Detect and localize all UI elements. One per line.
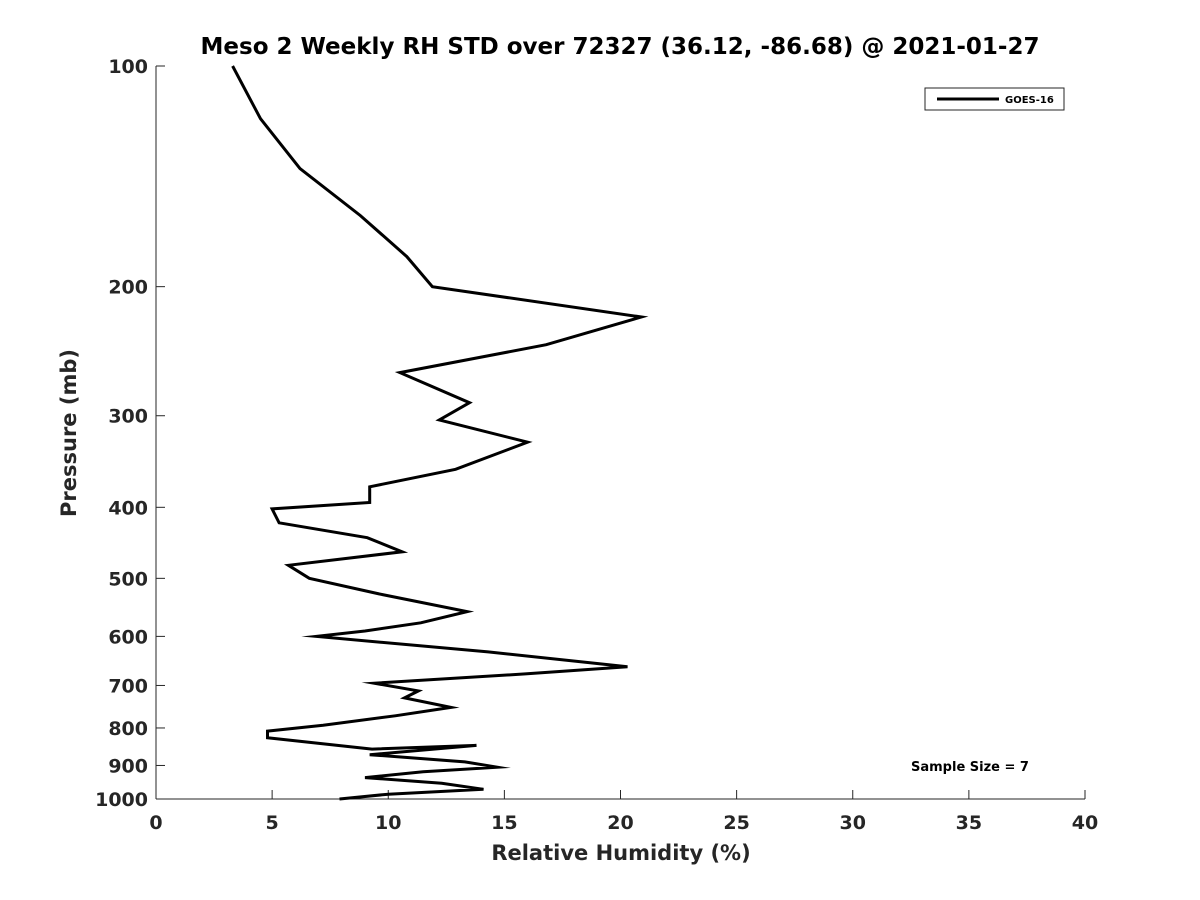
x-tick-label: 20	[607, 812, 633, 834]
legend-label: GOES-16	[1005, 95, 1054, 106]
y-tick-label: 700	[108, 675, 148, 697]
y-tick-label: 200	[108, 277, 148, 299]
x-tick-label: 30	[840, 812, 866, 834]
y-tick-label: 900	[108, 755, 148, 777]
x-tick-label: 25	[723, 812, 749, 834]
x-tick-label: 35	[956, 812, 982, 834]
x-axis-label: Relative Humidity (%)	[491, 841, 750, 865]
sample-size-annotation: Sample Size = 7	[911, 760, 1029, 775]
x-tick-label: 40	[1072, 812, 1098, 834]
legend: GOES-16	[924, 87, 1065, 111]
series-line-goes16	[231, 65, 649, 801]
y-tick-label: 600	[108, 626, 148, 648]
y-tick-label: 800	[108, 718, 148, 740]
series-layer	[231, 65, 649, 801]
y-axis-label: Pressure (mb)	[57, 349, 81, 517]
x-tick-label: 10	[375, 812, 401, 834]
chart-title: Meso 2 Weekly RH STD over 72327 (36.12, …	[201, 34, 1040, 60]
axes: 0 5 10 15 20 25 30 35 40 100 200 300 400 500 600 700 800…	[95, 56, 1098, 834]
y-tick-label: 500	[108, 568, 148, 590]
y-tick-label: 100	[108, 56, 148, 78]
y-tick-label: 400	[108, 497, 148, 519]
x-tick-label: 5	[266, 812, 279, 834]
x-tick-label: 0	[149, 812, 162, 834]
y-tick-label: 300	[108, 406, 148, 428]
y-tick-label: 1000	[95, 789, 148, 811]
x-tick-label: 15	[491, 812, 517, 834]
